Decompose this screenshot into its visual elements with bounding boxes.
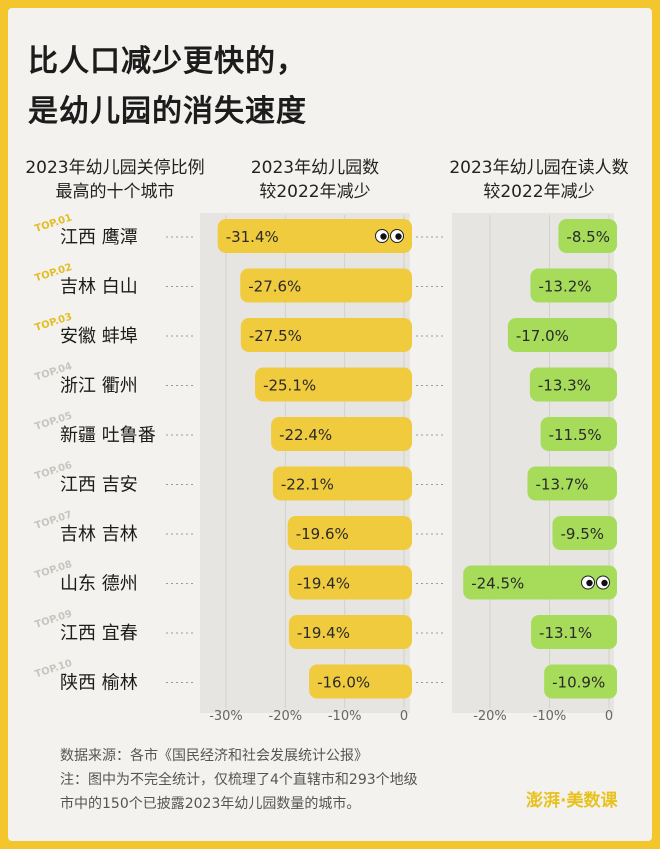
enrollment-value-label: -9.5% [560, 525, 604, 543]
enrollment-mascot-pupil-0 [586, 579, 593, 587]
kindergarten-mascot-pupil-1 [395, 233, 402, 240]
city-label: 江西 宜春 [60, 623, 138, 644]
title-line-2: 是幼儿园的消失速度 [28, 94, 307, 129]
enrollment-value-label: -8.5% [566, 228, 610, 246]
city-column-header-line1: 2023年幼儿园关停比例 [25, 158, 205, 178]
kindergarten-value-label: -22.1% [281, 476, 334, 494]
city-label: 吉林 白山 [60, 277, 138, 298]
kindergarten-bar [271, 417, 412, 451]
city-label: 安徽 蚌埠 [60, 326, 138, 347]
kindergarten-tick-label: 0 [400, 709, 408, 724]
brand-logo: 澎湃·美数课 [526, 791, 618, 811]
kindergarten-bar [255, 367, 412, 402]
enrollment-bar [507, 318, 617, 352]
enrollment-bar [544, 664, 617, 699]
enrollment-header-line2: 较2022年减少 [483, 182, 595, 202]
enrollment-bar [463, 565, 617, 600]
kindergarten-bar [309, 664, 412, 699]
kindergarten-value-label: -16.0% [317, 674, 370, 692]
kindergarten-value-label: -22.4% [279, 426, 332, 444]
kindergarten-bar [272, 466, 412, 501]
kindergarten-bar [288, 565, 412, 600]
enrollment-bar [531, 615, 617, 649]
kindergarten-tick-label: -30% [209, 709, 243, 724]
kindergarten-bar [288, 615, 412, 649]
kindergarten-value-label: -19.6% [296, 525, 349, 543]
enrollment-value-label: -24.5% [471, 575, 524, 593]
kindergarten-count-header-line2: 较2022年减少 [259, 182, 371, 202]
chart-canvas: -30% -20% -10% 0 -20% -10% 0 -31.4% -27.6% -27.5%… [34, 212, 617, 724]
enrollment-value-label: -17.0% [516, 327, 569, 345]
enrollment-value-label: -13.7% [535, 476, 588, 494]
enrollment-bar [540, 417, 617, 451]
city-label: 新疆 吐鲁番 [60, 425, 156, 446]
city-label: 浙江 衢州 [60, 376, 138, 397]
source-note: 数据来源：各市《国民经济和社会发展统计公报》 [60, 748, 368, 764]
enrollment-value-label: -13.3% [538, 377, 591, 395]
enrollment-mascot-pupil-1 [601, 579, 608, 587]
kindergarten-value-label: -27.5% [249, 327, 302, 345]
enrollment-bar [527, 466, 617, 501]
enrollment-bar [529, 367, 617, 402]
infographic-card: 比人口减少更快的， 是幼儿园的消失速度 2023年幼儿园关停比例 最高的十个城市… [8, 8, 652, 841]
title-line-1: 比人口减少更快的， [28, 44, 307, 79]
city-label: 陕西 榆林 [60, 673, 138, 694]
kindergarten-value-label: -31.4% [226, 228, 279, 246]
city-label: 山东 德州 [60, 574, 138, 595]
enrollment-value-label: -11.5% [549, 426, 602, 444]
kindergarten-bar [287, 516, 412, 550]
city-label: 江西 吉安 [60, 475, 138, 496]
city-column-header: 2023年幼儿园关停比例 最高的十个城市 [10, 156, 220, 204]
note-line-1: 注：图中为不完全统计，仅梳理了4个直辖市和293个地级 [60, 772, 418, 788]
kindergarten-value-label: -19.4% [297, 575, 350, 593]
city-label: 吉林 吉林 [60, 524, 138, 545]
kindergarten-mascot-pupil-0 [380, 233, 387, 240]
kindergarten-value-label: -19.4% [297, 624, 350, 642]
city-label: 江西 鹰潭 [60, 227, 138, 248]
kindergarten-count-header: 2023年幼儿园数 较2022年减少 [230, 156, 400, 204]
enrollment-value-label: -13.1% [539, 624, 592, 642]
enrollment-tick-label: -20% [473, 709, 507, 724]
kindergarten-bar [240, 268, 412, 303]
city-column-header-line2: 最高的十个城市 [55, 182, 175, 202]
enrollment-bar [530, 268, 617, 303]
enrollment-tick-label: -10% [533, 709, 567, 724]
enrollment-header-line1: 2023年幼儿园在读人数 [449, 158, 629, 178]
kindergarten-tick-label: -10% [328, 709, 362, 724]
kindergarten-bar [240, 318, 412, 352]
kindergarten-count-header-line1: 2023年幼儿园数 [250, 158, 380, 178]
enrollment-header: 2023年幼儿园在读人数 较2022年减少 [426, 156, 652, 204]
kindergarten-tick-label: -20% [269, 709, 303, 724]
kindergarten-value-label: -27.6% [248, 278, 301, 296]
enrollment-tick-label: 0 [605, 709, 613, 724]
enrollment-value-label: -10.9% [552, 674, 605, 692]
kindergarten-bar [217, 219, 412, 253]
enrollment-value-label: -13.2% [538, 278, 591, 296]
kindergarten-value-label: -25.1% [263, 377, 316, 395]
note-line-2: 市中的150个已披露2023年幼儿园数量的城市。 [60, 796, 361, 812]
enrollment-bar [552, 516, 617, 550]
enrollment-bar [558, 219, 617, 253]
